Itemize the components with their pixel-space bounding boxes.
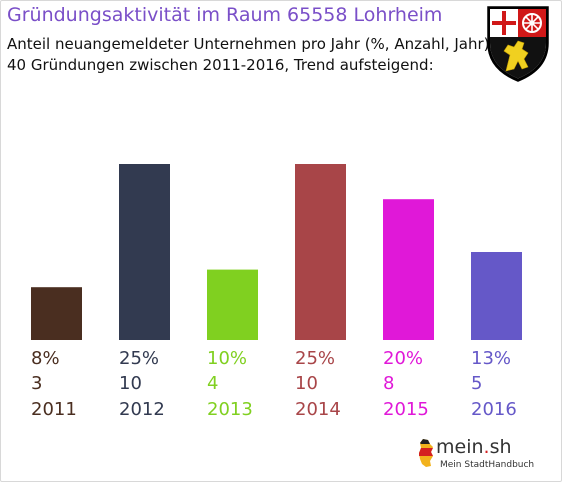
count-label-2016: 5 — [471, 373, 482, 394]
brand-tagline: Mein StadtHandbuch — [440, 460, 535, 470]
count-label-2012: 10 — [119, 373, 142, 394]
percent-label-2011: 8% — [31, 348, 60, 369]
brand-logo: mein.sh Mein StadtHandbuch — [418, 436, 534, 476]
bar-2015 — [383, 199, 434, 340]
year-label-2015: 2015 — [383, 399, 429, 420]
bar-2011 — [31, 287, 82, 340]
bar-2014 — [295, 164, 346, 340]
bar-2013 — [207, 269, 258, 340]
chart-summary: 40 Gründungen zwischen 2011-2016, Trend … — [7, 56, 434, 74]
year-label-2013: 2013 — [207, 399, 253, 420]
percent-label-2015: 20% — [383, 348, 423, 369]
year-label-2012: 2012 — [119, 399, 165, 420]
year-label-2011: 2011 — [31, 399, 77, 420]
percent-label-2012: 25% — [119, 348, 159, 369]
percent-label-2013: 10% — [207, 348, 247, 369]
percent-label-2016: 13% — [471, 348, 511, 369]
percent-label-2014: 25% — [295, 348, 335, 369]
count-label-2015: 8 — [383, 373, 394, 394]
germany-map-icon — [419, 439, 433, 467]
count-label-2011: 3 — [31, 373, 42, 394]
year-label-2014: 2014 — [295, 399, 341, 420]
bar-2016 — [471, 252, 522, 340]
count-label-2013: 4 — [207, 373, 218, 394]
coat-of-arms-icon — [487, 6, 549, 82]
chart-title: Gründungsaktivität im Raum 65558 Lohrhei… — [7, 4, 443, 26]
bar-2012 — [119, 164, 170, 340]
year-label-2016: 2016 — [471, 399, 517, 420]
chart-subtitle: Anteil neuangemeldeter Unternehmen pro J… — [7, 35, 490, 53]
brand-name: mein.sh — [436, 436, 512, 458]
count-label-2014: 10 — [295, 373, 318, 394]
